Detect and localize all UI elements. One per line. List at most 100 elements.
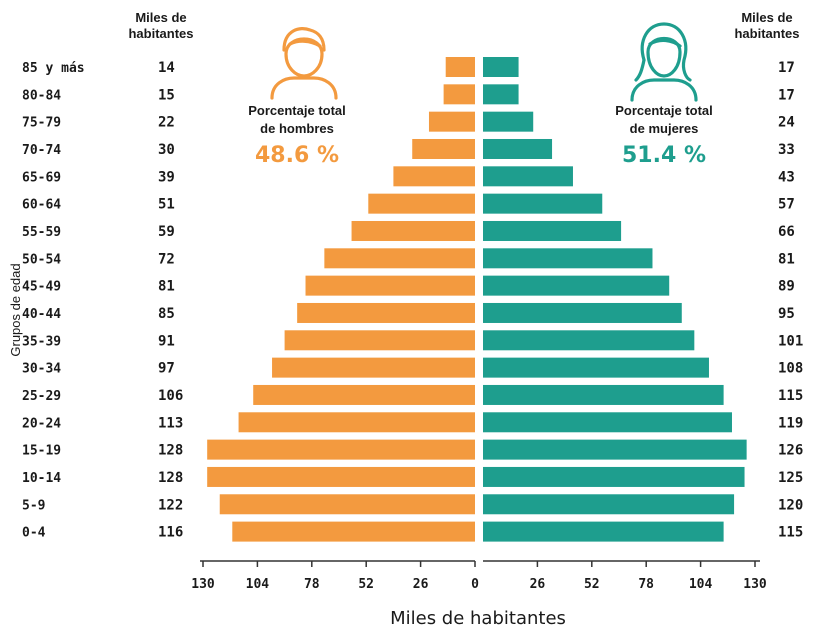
male-percentage-label-line2: de hombres — [260, 121, 334, 136]
male-bar — [368, 193, 475, 214]
male-percentage-value: 48.6 % — [255, 143, 339, 168]
male-value-label: 81 — [158, 279, 175, 295]
male-value-label: 97 — [158, 361, 175, 377]
male-bar — [238, 412, 475, 433]
age-group-label: 15-19 — [22, 444, 61, 459]
x-tick-label: 0 — [471, 577, 479, 592]
age-group-label: 55-59 — [22, 225, 61, 240]
male-bar — [219, 494, 475, 515]
male-bar — [393, 166, 475, 187]
female-percentage-value: 51.4 % — [622, 143, 706, 168]
left-header-line1: Miles de — [135, 10, 186, 25]
age-group-label: 0-4 — [22, 526, 46, 541]
male-bar — [297, 302, 475, 323]
x-tick-label: 52 — [358, 577, 374, 592]
male-value-label: 59 — [158, 224, 175, 240]
female-bar — [483, 521, 724, 542]
female-bar — [483, 166, 573, 187]
age-group-label: 20-24 — [22, 416, 61, 431]
female-value-label: 17 — [778, 87, 795, 103]
y-axis-label: Grupos de edad — [8, 263, 23, 356]
female-bar — [483, 412, 732, 433]
female-value-label: 108 — [778, 361, 803, 377]
age-group-label: 10-14 — [22, 471, 61, 486]
age-group-label: 35-39 — [22, 334, 61, 349]
male-value-label: 15 — [158, 87, 175, 103]
female-value-label: 101 — [778, 333, 803, 349]
female-value-label: 115 — [778, 525, 803, 541]
female-value-label: 125 — [778, 470, 803, 486]
age-group-label: 30-34 — [22, 362, 61, 377]
female-bar — [483, 384, 724, 405]
x-tick-label: 104 — [246, 577, 270, 592]
x-tick-label: 78 — [638, 577, 654, 592]
x-tick-label: 104 — [689, 577, 713, 592]
female-bar — [483, 466, 745, 487]
female-value-label: 115 — [778, 388, 803, 404]
x-tick-label: 130 — [743, 577, 767, 592]
age-group-label: 25-29 — [22, 389, 61, 404]
male-value-label: 116 — [158, 525, 183, 541]
male-bar — [207, 439, 475, 460]
x-tick-label: 26 — [413, 577, 429, 592]
female-bar — [483, 84, 519, 105]
female-bar — [483, 138, 553, 159]
right-header-line1: Miles de — [741, 10, 792, 25]
age-group-label: 5-9 — [22, 498, 45, 513]
male-bar — [207, 466, 475, 487]
female-bar — [483, 357, 709, 378]
male-value-label: 72 — [158, 251, 175, 267]
x-tick-label: 26 — [530, 577, 546, 592]
female-bar — [483, 248, 653, 269]
female-value-label: 120 — [778, 497, 803, 513]
male-value-label: 85 — [158, 306, 175, 322]
female-bar — [483, 111, 534, 132]
female-bar — [483, 275, 670, 296]
age-group-label: 75-79 — [22, 116, 61, 131]
age-group-label: 85 y más — [22, 61, 85, 76]
female-bar — [483, 330, 695, 351]
age-group-label: 50-54 — [22, 252, 61, 267]
female-value-label: 95 — [778, 306, 795, 322]
male-value-label: 106 — [158, 388, 183, 404]
x-tick-label: 52 — [584, 577, 600, 592]
male-value-label: 30 — [158, 142, 175, 158]
female-value-label: 126 — [778, 443, 803, 459]
right-header-line2: habitantes — [734, 26, 799, 41]
female-value-label: 24 — [778, 115, 795, 131]
female-bar — [483, 302, 682, 323]
female-bar — [483, 220, 622, 241]
female-percentage-label-line2: de mujeres — [630, 121, 699, 136]
age-group-label: 65-69 — [22, 170, 61, 185]
female-value-label: 66 — [778, 224, 795, 240]
male-bar — [445, 57, 475, 77]
female-value-label: 81 — [778, 251, 795, 267]
age-group-label: 80-84 — [22, 88, 61, 103]
female-value-label: 17 — [778, 60, 795, 76]
male-bar — [284, 330, 475, 351]
female-bar — [483, 494, 735, 515]
male-bar — [428, 111, 475, 132]
male-value-label: 113 — [158, 415, 183, 431]
female-percentage-label-line1: Porcentaje total — [615, 103, 713, 118]
female-value-label: 43 — [778, 169, 795, 185]
man-icon — [270, 27, 338, 100]
male-bar — [443, 84, 475, 105]
female-value-label: 119 — [778, 415, 803, 431]
x-axis: 130 104 78 52 26 0 26 52 78 104 130 — [191, 560, 767, 592]
female-value-label: 33 — [778, 142, 795, 158]
male-bar — [351, 220, 475, 241]
age-group-label: 40-44 — [22, 307, 61, 322]
age-group-label: 70-74 — [22, 143, 61, 158]
male-value-label: 91 — [158, 333, 175, 349]
female-value-label: 57 — [778, 197, 795, 213]
male-value-label: 39 — [158, 169, 175, 185]
male-bar — [412, 138, 475, 159]
age-group-label: 60-64 — [22, 198, 61, 213]
male-bar — [324, 248, 475, 269]
male-value-label: 128 — [158, 470, 183, 486]
x-tick-label: 130 — [191, 577, 215, 592]
woman-icon — [630, 22, 698, 102]
age-rows: 85 y más 14 17 80-84 15 17 75-79 22 24 70-74 30 33 6… — [22, 57, 803, 542]
